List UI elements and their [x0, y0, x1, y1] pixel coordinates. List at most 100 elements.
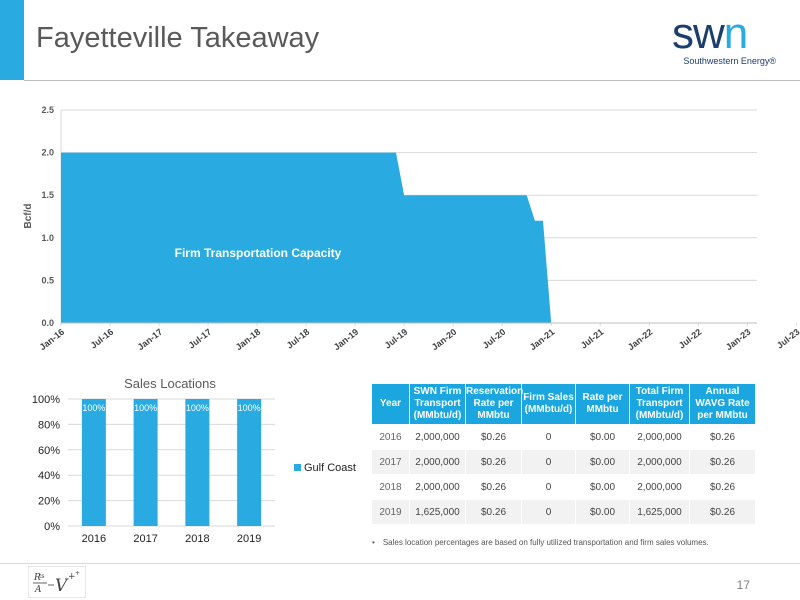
table-cell: 2,000,000	[409, 474, 466, 500]
table-cell: 2,000,000	[629, 449, 690, 475]
table-header-cell: Annual WAVG Rate per MMbtu	[689, 383, 756, 425]
bar-gulf-coast-2019	[237, 399, 262, 526]
firm-transport-area-chart: 0.0 0.5 1.0 1.5 2.0 2.5 Bcf/d Firm Transportati…	[23, 105, 800, 352]
x-tick-label: Jul-20	[481, 327, 508, 351]
table-cell: $0.26	[465, 499, 522, 525]
table-cell: $0.26	[689, 474, 756, 500]
bar-gulf-coast-2018	[185, 399, 210, 526]
bar-x-tick-label: 2017	[133, 533, 157, 545]
formula-logo-icon: R ts A V + +	[28, 566, 86, 598]
svg-text:R: R	[33, 573, 41, 583]
area-annotation: Firm Transportation Capacity	[175, 246, 342, 260]
table-header-line: WAVG Rate	[695, 398, 750, 409]
capacity-area	[61, 152, 552, 323]
table-cell: 2,000,000	[409, 449, 466, 475]
table-header-line: Rate per	[473, 398, 514, 409]
accent-bar	[0, 0, 24, 80]
table-cell-year: 2017	[371, 449, 410, 475]
footnote-bullet: •	[372, 538, 375, 547]
bar-x-tick-label: 2018	[185, 533, 209, 545]
bar-gulf-coast-2016	[81, 399, 106, 526]
footer-divider	[0, 563, 800, 564]
x-tick-label: Jul-19	[383, 327, 410, 351]
table-cell: $0.00	[575, 474, 630, 500]
x-tick-label: Jul-23	[775, 327, 800, 351]
table-header-cell: SWN Firm Transport (MMbtu/d)	[409, 383, 466, 425]
x-tick-label: Jan-19	[332, 327, 361, 352]
page-title: Fayetteville Takeaway	[36, 22, 320, 54]
table-cell: 2,000,000	[629, 424, 690, 450]
table-cell: $0.26	[465, 424, 522, 450]
logo-wordmark: swn	[672, 9, 749, 58]
bar-data-label: 100%	[186, 403, 209, 413]
table-header-cell: Year	[371, 383, 410, 425]
table-header-row: Year SWN Firm Transport (MMbtu/d) Reservatio…	[371, 383, 756, 425]
x-tick-label: Jan-18	[234, 327, 263, 352]
bar-y-tick-label: 0%	[44, 521, 60, 533]
table-header-line: MMbtu	[586, 404, 619, 415]
logo-text-b: n	[723, 9, 749, 58]
table-header-line: Year	[379, 398, 402, 409]
table-header-cell: Firm Sales (MMbtu/d)	[521, 383, 576, 425]
table-cell-year: 2018	[371, 474, 410, 500]
bar-y-tick-label: 40%	[38, 470, 60, 482]
y-tick-label: 2.5	[41, 105, 54, 115]
page-number: 17	[736, 578, 750, 592]
table-cell: 0	[521, 424, 576, 450]
svg-text:V: V	[55, 576, 69, 596]
table-cell: 0	[521, 499, 576, 525]
table-cell: $0.26	[465, 449, 522, 475]
bar-y-tick-label: 60%	[38, 445, 60, 457]
table-cell: 0	[521, 449, 576, 475]
logo-tagline: Southwestern Energy®	[683, 56, 776, 66]
y-axis-label: Bcf/d	[23, 204, 34, 229]
bar-data-label: 100%	[238, 403, 261, 413]
table-cell: $0.26	[689, 424, 756, 450]
legend-label-gulf-coast: Gulf Coast	[304, 462, 356, 474]
x-tick-label: Jul-18	[285, 327, 312, 351]
bar-chart-title: Sales Locations	[124, 376, 216, 391]
table-cell: $0.00	[575, 424, 630, 450]
y-tick-label: 1.5	[41, 190, 54, 200]
bar-y-tick-label: 20%	[38, 496, 60, 508]
table-cell: $0.00	[575, 449, 630, 475]
bar-data-label: 100%	[82, 403, 105, 413]
svg-text:+: +	[68, 572, 76, 582]
table-header-cell: Rate per MMbtu	[575, 383, 630, 425]
pricing-table: Year SWN Firm Transport (MMbtu/d) Reservatio…	[371, 383, 756, 525]
table-header-line: (MMbtu/d)	[413, 410, 462, 421]
sales-locations-bar-chart: Sales Locations 0% 20% 40% 60% 80% 100% 100% 201…	[32, 376, 356, 545]
table-cell: $0.00	[575, 499, 630, 525]
table-header-line: Total Firm	[635, 386, 684, 397]
title-divider	[24, 80, 800, 81]
bar-data-label: 100%	[134, 403, 157, 413]
svg-text:A: A	[34, 585, 42, 595]
y-tick-label: 1.0	[41, 233, 54, 243]
table-row: 2019 1,625,000 $0.26 0 $0.00 1,625,000 $0.26	[371, 499, 756, 525]
bar-gulf-coast-2017	[133, 399, 158, 526]
table-header-line: per MMbtu	[697, 410, 748, 421]
y-tick-label: 0.5	[41, 275, 54, 285]
table-header-line: (MMbtu/d)	[635, 410, 684, 421]
table-cell: 1,625,000	[629, 499, 690, 525]
table-cell: $0.26	[465, 474, 522, 500]
bar-y-tick-label: 80%	[38, 419, 60, 431]
y-tick-label: 0.0	[41, 318, 54, 328]
bar-x-tick-label: 2019	[237, 533, 261, 545]
table-header-line: SWN Firm	[413, 386, 462, 397]
table-cell-year: 2019	[371, 499, 410, 525]
table-cell: $0.26	[689, 499, 756, 525]
footnote-text: Sales location percentages are based on …	[382, 538, 709, 547]
table-header-line: (MMbtu/d)	[524, 404, 573, 415]
table-row: 2017 2,000,000 $0.26 0 $0.00 2,000,000 $0.26	[371, 449, 756, 475]
x-tick-label: Jan-16	[38, 327, 67, 352]
table-cell: 2,000,000	[409, 424, 466, 450]
table-header-line: Transport	[414, 398, 461, 409]
x-tick-label: Jan-17	[136, 327, 165, 352]
footnote: • Sales location percentages are based on…	[372, 538, 709, 547]
svg-text:+: +	[75, 570, 80, 577]
table-header-line: Rate per	[582, 392, 623, 403]
table-cell: $0.26	[689, 449, 756, 475]
svg-text:ts: ts	[39, 573, 45, 580]
table-header-cell: Reservation Rate per MMbtu	[465, 383, 523, 425]
